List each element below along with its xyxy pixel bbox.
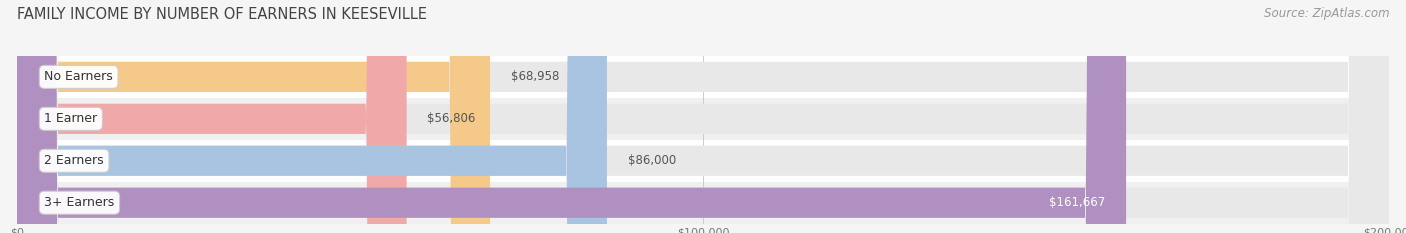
FancyBboxPatch shape bbox=[17, 0, 607, 233]
Text: FAMILY INCOME BY NUMBER OF EARNERS IN KEESEVILLE: FAMILY INCOME BY NUMBER OF EARNERS IN KE… bbox=[17, 7, 427, 22]
FancyBboxPatch shape bbox=[17, 56, 1389, 98]
Text: 2 Earners: 2 Earners bbox=[45, 154, 104, 167]
FancyBboxPatch shape bbox=[17, 0, 1389, 233]
Text: $161,667: $161,667 bbox=[1049, 196, 1105, 209]
Text: $86,000: $86,000 bbox=[627, 154, 676, 167]
Text: 1 Earner: 1 Earner bbox=[45, 112, 97, 125]
FancyBboxPatch shape bbox=[17, 140, 1389, 182]
FancyBboxPatch shape bbox=[17, 0, 491, 233]
FancyBboxPatch shape bbox=[17, 0, 1389, 233]
FancyBboxPatch shape bbox=[17, 98, 1389, 140]
Text: No Earners: No Earners bbox=[45, 70, 112, 83]
Text: Source: ZipAtlas.com: Source: ZipAtlas.com bbox=[1264, 7, 1389, 20]
FancyBboxPatch shape bbox=[17, 182, 1389, 224]
Text: $56,806: $56,806 bbox=[427, 112, 475, 125]
FancyBboxPatch shape bbox=[17, 0, 1126, 233]
FancyBboxPatch shape bbox=[17, 0, 1389, 233]
Text: $68,958: $68,958 bbox=[510, 70, 560, 83]
Text: 3+ Earners: 3+ Earners bbox=[45, 196, 114, 209]
FancyBboxPatch shape bbox=[17, 0, 1389, 233]
FancyBboxPatch shape bbox=[17, 0, 406, 233]
